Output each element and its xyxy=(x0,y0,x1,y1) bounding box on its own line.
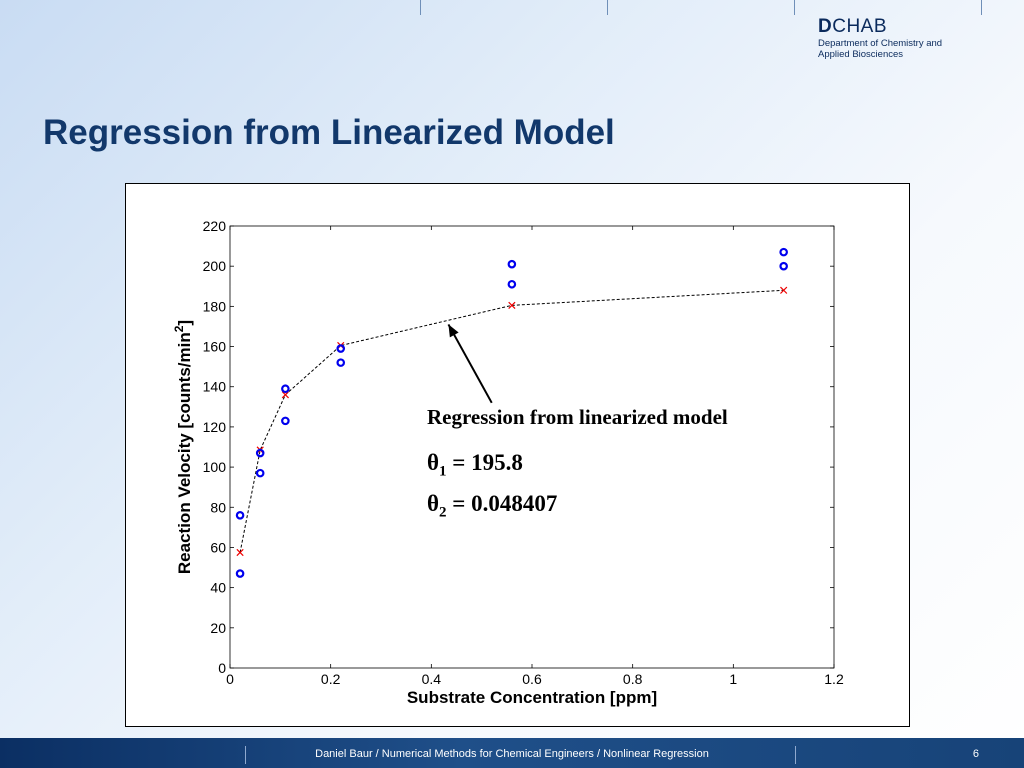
slide-title: Regression from Linearized Model xyxy=(43,113,615,152)
annotation-title: Regression from linearized model xyxy=(427,405,728,429)
footer-text: Daniel Baur / Numerical Methods for Chem… xyxy=(315,748,709,760)
x-tick-label: 0.4 xyxy=(422,671,442,687)
x-tick-label: 0.6 xyxy=(522,671,542,687)
theta1-subscript: 1 xyxy=(439,463,447,480)
logo-line-1: Department of Chemistry and xyxy=(818,38,943,49)
y-tick-label: 0 xyxy=(218,660,226,676)
footer-bar: Daniel Baur / Numerical Methods for Chem… xyxy=(0,738,1024,768)
fit-point xyxy=(508,301,516,309)
y-tick-label: 20 xyxy=(210,620,226,636)
data-point xyxy=(235,569,245,578)
data-point xyxy=(336,344,346,353)
fit-point xyxy=(780,286,788,294)
y-axis-label-main: Reaction Velocity [counts/min xyxy=(175,332,194,574)
top-divider xyxy=(981,0,982,15)
data-point xyxy=(779,261,788,271)
fit-line xyxy=(239,289,784,553)
data-point xyxy=(779,247,788,257)
y-axis-label: Reaction Velocity [counts/min2] xyxy=(172,320,194,574)
annotation-arrow-head xyxy=(448,324,459,338)
theta2-subscript: 2 xyxy=(439,504,447,521)
y-tick-label: 60 xyxy=(210,539,226,555)
y-tick-label: 140 xyxy=(203,379,227,395)
data-point xyxy=(235,511,245,520)
logo-line-2: Applied Biosciences xyxy=(818,49,904,60)
fit-point-stroke xyxy=(508,301,516,309)
page-number: 6 xyxy=(972,748,979,760)
x-axis-label: Substrate Concentration [ppm] xyxy=(407,688,657,707)
logo-mark: DCHAB xyxy=(818,16,942,38)
y-tick-label: 220 xyxy=(203,218,227,234)
x-tick-label: 0.8 xyxy=(623,671,643,687)
y-axis-label-end: ] xyxy=(175,320,194,326)
data-point xyxy=(336,358,346,367)
y-tick-label: 160 xyxy=(203,339,227,355)
y-tick-label: 80 xyxy=(210,499,226,515)
dchab-logo: DCHAB Department of Chemistry and Applie… xyxy=(818,16,942,60)
y-tick-label: 100 xyxy=(203,459,227,475)
top-divider xyxy=(794,0,795,15)
y-tick-label: 40 xyxy=(210,580,226,596)
y-tick-label: 120 xyxy=(203,419,227,435)
fit-point xyxy=(236,548,244,557)
y-axis-label-superscript: 2 xyxy=(172,325,186,332)
regression-chart: 0 0.2 0.4 0.6 0.8 1 1.2 0 20 40 60 80 100 120 140 160 18… xyxy=(172,218,844,707)
x-tick-label: 1.2 xyxy=(824,671,844,687)
x-tick-label: 1 xyxy=(729,671,737,687)
theta1-value: = 195.8 xyxy=(446,450,523,475)
theta2-symbol: θ xyxy=(427,491,440,516)
annotation-arrow-shaft xyxy=(447,323,493,404)
top-divider xyxy=(420,0,421,15)
y-tick-label: 200 xyxy=(203,258,227,274)
footer-divider xyxy=(795,746,796,764)
logo-mark-bold: D xyxy=(818,16,833,37)
theta1-symbol: θ xyxy=(427,450,440,475)
data-point xyxy=(507,259,517,269)
theta2-value: = 0.048407 xyxy=(446,491,558,516)
fit-point-stroke xyxy=(281,391,289,399)
footer-divider xyxy=(245,746,246,764)
figure: 0 0.2 0.4 0.6 0.8 1 1.2 0 20 40 60 80 100 120 140 160 18… xyxy=(125,183,910,727)
data-point xyxy=(255,448,265,458)
top-divider xyxy=(607,0,608,15)
theta1-label: θ1 = 195.8 xyxy=(427,450,523,481)
x-tick-label: 0.2 xyxy=(321,671,341,687)
data-point xyxy=(281,416,290,426)
data-point xyxy=(255,468,265,478)
top-decoration xyxy=(0,0,1024,16)
data-point xyxy=(507,279,517,289)
logo-mark-rest: CHAB xyxy=(832,16,888,37)
fit-point xyxy=(281,391,289,399)
data-point xyxy=(281,384,290,394)
fit-point-stroke xyxy=(236,548,244,557)
theta2-label: θ2 = 0.048407 xyxy=(427,491,557,522)
y-tick-label: 180 xyxy=(203,298,227,314)
x-tick-label: 0 xyxy=(226,671,234,687)
fit-point-stroke xyxy=(780,286,788,294)
